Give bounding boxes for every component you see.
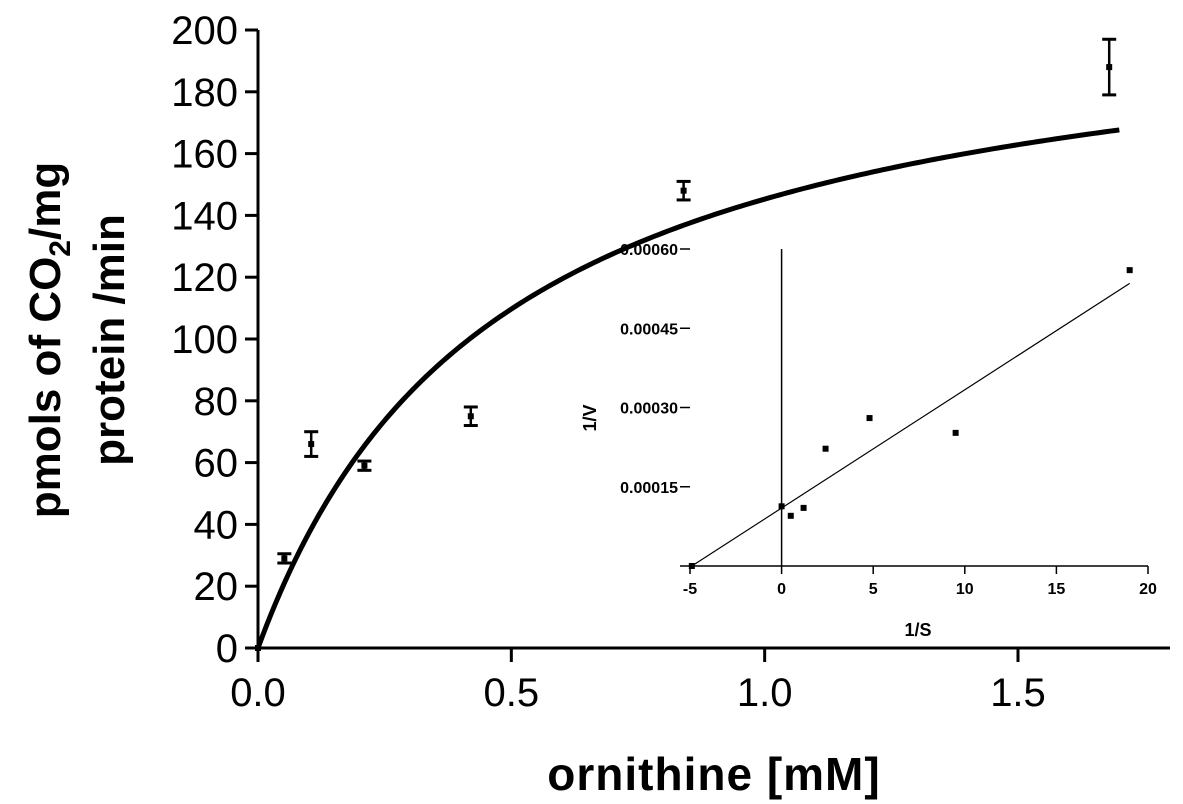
data-point-group [676,179,691,202]
y-tick-label: 120 [171,256,238,300]
x-tick-label: 1.0 [737,671,793,715]
y-tick-label: 40 [194,503,239,547]
x-tick-label: 0.5 [484,671,540,715]
inset-data-point [778,503,785,510]
y-tick-label: 0 [216,627,238,671]
inset-x-tick-label: 15 [1048,581,1066,598]
y-tick-label: 100 [171,318,238,362]
inset-data-point [952,429,959,436]
data-point [255,645,261,651]
inset-y-axis-label: 1/V [580,404,600,431]
x-tick-label: 0.0 [230,671,286,715]
inset-x-tick-label: 20 [1139,581,1157,598]
inset-data-point [1126,267,1133,274]
inset-data-point [800,504,807,511]
data-point-group [304,430,319,458]
y-axis-label-part: pmols of CO [21,257,70,519]
inset-y-tick-label: 0.00045 [620,321,678,338]
inset-data-point [688,563,695,569]
inset-data-point [822,445,829,452]
x-tick-label: 1.5 [990,671,1046,715]
y-tick-label: 160 [171,133,238,177]
data-point [361,462,368,469]
data-point [680,187,687,194]
y-axis-label-subscript: 2 [44,240,77,257]
inset-x-tick-label: 10 [956,581,974,598]
inset-x-tick-label: -5 [683,581,697,598]
y-tick-label: 140 [171,194,238,238]
data-point [467,413,474,420]
data-point-group [1102,37,1117,97]
y-tick-label: 80 [194,380,239,424]
x-axis-label: ornithine [mM] [547,748,880,800]
inset-y-tick-label: 0.00030 [620,401,678,418]
inset-x-tick-label: 5 [869,581,878,598]
inset-x-axis-label: 1/S [904,620,931,640]
y-axis-label-part: /mg [21,162,70,240]
y-tick-label: 200 [171,9,238,53]
y-axis-label-line2: protein /min [85,214,134,466]
inset-y-tick-label: 0.00015 [620,480,678,497]
y-tick-label: 60 [194,442,239,486]
data-point [281,555,288,562]
data-point-group [255,645,261,651]
data-point-group [463,405,478,428]
data-point [308,441,315,448]
inset-chart: 0.00015 0.00030 0.00045 0.00060 -5 0 5 10 15 20 1/… [580,242,1157,640]
data-point [1106,64,1113,71]
data-point-group [277,552,292,565]
data-point-group [357,459,372,472]
fit-curve [255,127,1120,649]
y-tick-label: 180 [171,71,238,115]
y-tick-label: 20 [194,565,239,609]
inset-x-tick-label: 0 [777,581,786,598]
inset-data-point [866,415,873,422]
inset-y-tick-label: 0.00060 [620,242,678,259]
inset-data-point [787,512,794,519]
inset-fit-line [691,282,1131,567]
y-axis-label-line1: pmols of CO2/mg [21,162,77,518]
